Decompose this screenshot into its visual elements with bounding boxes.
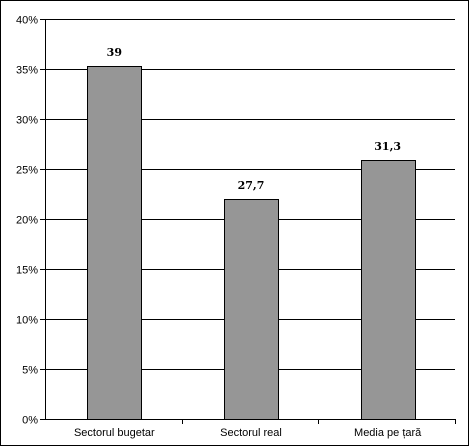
y-tick-label: 5% (22, 365, 38, 377)
data-labels: 39 27,7 31,3 (107, 46, 401, 192)
y-tick-label: 10% (16, 315, 38, 327)
y-tick-label: 35% (16, 65, 38, 77)
y-tick-label: 25% (16, 165, 38, 177)
data-label: 27,7 (238, 179, 265, 192)
y-tick-label: 0% (22, 415, 38, 427)
x-category-labels: Sectorul bugetar Sectorul real Media pe ța… (74, 427, 422, 439)
x-category-label: Sectorul real (220, 427, 282, 439)
y-tick-label: 20% (16, 215, 38, 227)
bar (361, 160, 416, 420)
y-tick-label: 15% (16, 265, 38, 277)
y-tick-labels: 0% 5% 10% 15% 20% 25% 30% 35% 40% (16, 15, 38, 427)
x-category-label: Media pe țară (354, 427, 422, 439)
axes (40, 19, 456, 424)
y-tick-label: 40% (16, 15, 38, 27)
bar (87, 66, 142, 420)
y-tick-label: 30% (16, 115, 38, 127)
x-category-label: Sectorul bugetar (74, 427, 155, 439)
bars (87, 66, 416, 420)
data-label: 31,3 (374, 140, 401, 153)
bar (224, 199, 279, 420)
data-label: 39 (107, 46, 122, 59)
